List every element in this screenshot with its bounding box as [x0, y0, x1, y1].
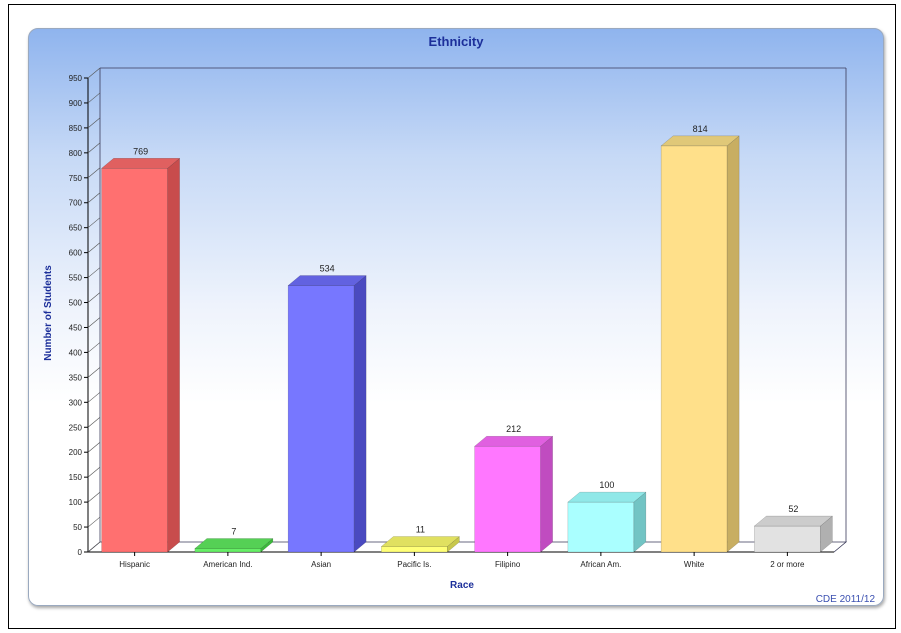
bar-group: 7 American Ind. [194, 527, 274, 569]
y-tick-label: 0 [78, 548, 83, 557]
bar-group: 534 Asian [287, 264, 367, 569]
bar-top [380, 536, 461, 547]
y-depth-tick [87, 67, 101, 79]
x-tick-label: White [684, 560, 705, 569]
bar-top [473, 435, 554, 447]
y-tick-label: 200 [69, 448, 83, 457]
bar-value-label: 100 [599, 480, 614, 490]
bar [194, 548, 262, 553]
y-tick-label: 400 [69, 348, 83, 357]
y-tick-label: 900 [69, 99, 83, 108]
y-depth-tick [87, 417, 101, 428]
y-depth-tick [87, 541, 101, 553]
y-depth-tick [87, 142, 101, 154]
bar-top [100, 158, 181, 169]
bar-top [287, 275, 367, 286]
bar [101, 168, 168, 553]
y-depth-tick [87, 317, 101, 328]
bar-group: 769 Hispanic [100, 146, 181, 569]
bar-value-label: 534 [320, 264, 335, 274]
y-depth-tick [87, 466, 101, 478]
y-depth-tick [87, 392, 101, 403]
bar-group: 814 White [660, 124, 740, 569]
bar-value-label: 212 [506, 424, 521, 434]
x-tick-label: African Am. [580, 560, 621, 569]
y-depth-tick [87, 491, 101, 503]
y-depth-tick [87, 367, 101, 378]
bar-value-label: 7 [231, 527, 236, 537]
y-tick-label: 150 [69, 473, 83, 482]
bar [754, 525, 821, 553]
bar-top [660, 135, 740, 147]
bar [567, 501, 635, 553]
bar-side [167, 157, 180, 553]
y-depth-tick [87, 516, 101, 528]
bar-side [726, 135, 740, 553]
x-tick-label: Pacific Is. [397, 560, 431, 569]
bar-value-label: 769 [133, 146, 148, 156]
bar [474, 445, 541, 553]
y-depth-tick [87, 441, 101, 453]
bar [381, 546, 448, 553]
y-depth-tick [87, 242, 101, 253]
bar-side [540, 435, 553, 553]
y-tick-label: 600 [69, 249, 83, 258]
y-tick-label: 700 [69, 199, 83, 208]
y-depth-tick [87, 192, 101, 203]
chart-title: Ethnicity [429, 34, 485, 49]
y-axis-label: Number of Students [43, 265, 54, 361]
footer-credit: CDE 2011/12 [816, 594, 876, 605]
y-depth-tick [87, 92, 101, 104]
y-tick-label: 350 [69, 373, 83, 382]
y-tick-label: 500 [69, 299, 83, 308]
y-tick-label: 850 [69, 124, 83, 133]
bar-side [353, 275, 367, 553]
x-tick-label: Asian [311, 560, 331, 569]
bar [287, 285, 355, 553]
x-axis-label: Race [450, 580, 474, 591]
y-depth-tick [87, 342, 101, 353]
bar-value-label: 814 [693, 124, 708, 134]
y-tick-label: 750 [69, 174, 83, 183]
bar-value-label: 52 [788, 504, 798, 514]
y-depth-tick [87, 292, 101, 303]
y-tick-label: 100 [69, 498, 83, 507]
bar-group: 100 African Am. [567, 480, 647, 569]
bar-group: 52 2 or more [753, 504, 834, 569]
bar [660, 145, 728, 553]
y-depth-tick [87, 167, 101, 179]
y-tick-label: 800 [69, 149, 83, 158]
bar-side [633, 491, 647, 553]
x-tick-label: Filipino [495, 560, 521, 569]
y-tick-label: 450 [69, 323, 83, 332]
y-depth-tick [87, 117, 101, 129]
y-tick-label: 300 [69, 398, 83, 407]
y-depth-tick [87, 267, 101, 278]
x-tick-label: Hispanic [119, 560, 150, 569]
bar-top [194, 538, 274, 549]
bar-top [567, 491, 647, 503]
bar-group: 11 Pacific Is. [380, 525, 461, 569]
y-depth-tick [87, 217, 101, 228]
y-tick-label: 250 [69, 423, 83, 432]
bar-value-label: 11 [416, 525, 425, 535]
bar-top [753, 515, 834, 527]
y-tick-label: 50 [73, 523, 82, 532]
y-tick-label: 550 [69, 274, 83, 283]
x-tick-label: American Ind. [203, 560, 252, 569]
bar-group: 212 Filipino [473, 424, 554, 569]
y-tick-label: 950 [69, 74, 83, 83]
y-tick-label: 650 [69, 224, 83, 233]
x-tick-label: 2 or more [770, 560, 805, 569]
